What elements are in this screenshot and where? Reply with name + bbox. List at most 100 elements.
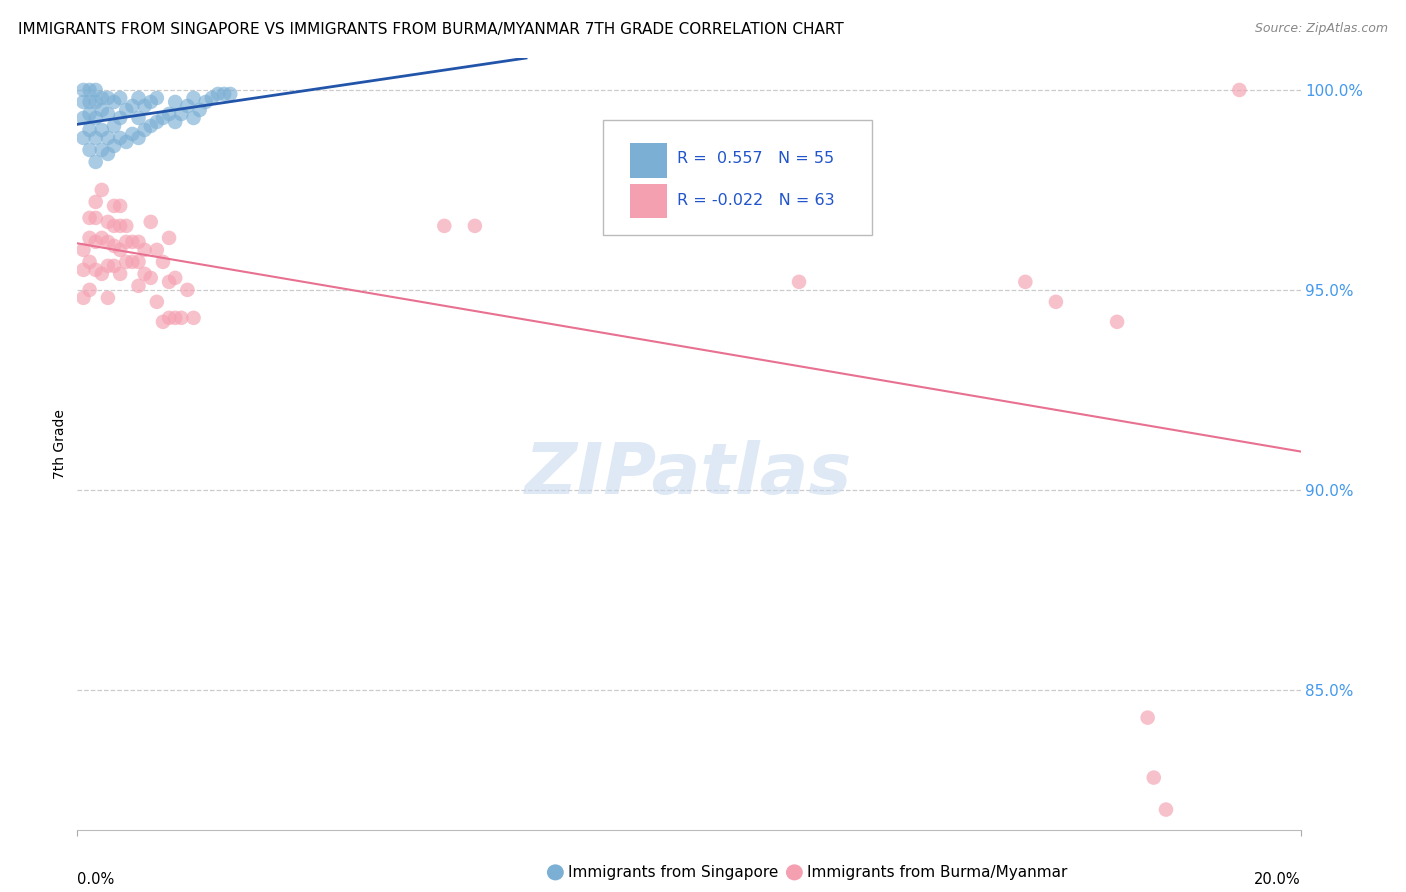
Point xyxy=(1136,711,1159,725)
FancyBboxPatch shape xyxy=(630,143,666,178)
Text: 0.0%: 0.0% xyxy=(77,872,114,887)
Point xyxy=(84,155,107,169)
Point xyxy=(115,103,138,117)
Point xyxy=(1229,83,1251,97)
Point xyxy=(1154,803,1177,817)
Y-axis label: 7th Grade: 7th Grade xyxy=(53,409,67,479)
Point xyxy=(165,95,187,109)
Text: Source: ZipAtlas.com: Source: ZipAtlas.com xyxy=(1254,22,1388,36)
Point xyxy=(1045,294,1067,309)
Point xyxy=(97,215,120,229)
Point xyxy=(97,91,120,105)
Point xyxy=(97,131,120,145)
Point xyxy=(79,107,101,121)
Point xyxy=(103,259,125,273)
Point xyxy=(146,115,169,129)
Point xyxy=(787,275,810,289)
FancyBboxPatch shape xyxy=(630,184,666,219)
Point xyxy=(1107,315,1129,329)
Point xyxy=(212,87,235,101)
Point xyxy=(108,219,131,233)
Point xyxy=(115,219,138,233)
Point xyxy=(134,123,156,137)
Point xyxy=(108,243,131,257)
Point xyxy=(72,263,94,277)
Point xyxy=(84,131,107,145)
Point xyxy=(121,255,143,269)
Point xyxy=(72,243,94,257)
Point xyxy=(157,275,180,289)
Point xyxy=(127,131,149,145)
Point xyxy=(188,103,211,117)
Point xyxy=(90,231,112,245)
Point xyxy=(84,95,107,109)
Point xyxy=(176,99,198,113)
Point xyxy=(108,199,131,213)
Point xyxy=(139,215,162,229)
Point xyxy=(165,310,187,325)
Point xyxy=(134,267,156,281)
Point xyxy=(157,231,180,245)
Point xyxy=(157,310,180,325)
Point xyxy=(97,235,120,249)
Point xyxy=(84,211,107,225)
Point xyxy=(170,310,193,325)
Point xyxy=(84,235,107,249)
Point xyxy=(97,259,120,273)
Point xyxy=(90,91,112,105)
Point xyxy=(72,291,94,305)
Point xyxy=(139,271,162,285)
Point xyxy=(207,87,229,101)
Point xyxy=(201,91,224,105)
Point xyxy=(219,87,242,101)
Point xyxy=(127,255,149,269)
Point xyxy=(72,83,94,97)
Point xyxy=(79,283,101,297)
Point xyxy=(152,255,174,269)
Point xyxy=(121,127,143,141)
Point xyxy=(678,194,700,209)
Point xyxy=(84,111,107,125)
Point xyxy=(139,95,162,109)
Point xyxy=(1143,771,1166,785)
Point xyxy=(79,123,101,137)
Point xyxy=(79,95,101,109)
Point xyxy=(115,135,138,149)
Point xyxy=(84,263,107,277)
Text: Immigrants from Singapore: Immigrants from Singapore xyxy=(568,865,779,880)
Point xyxy=(127,91,149,105)
Text: IMMIGRANTS FROM SINGAPORE VS IMMIGRANTS FROM BURMA/MYANMAR 7TH GRADE CORRELATION: IMMIGRANTS FROM SINGAPORE VS IMMIGRANTS … xyxy=(18,22,844,37)
Point xyxy=(152,111,174,125)
Point xyxy=(170,107,193,121)
Point xyxy=(84,83,107,97)
Point xyxy=(152,315,174,329)
Point xyxy=(740,207,762,221)
Point xyxy=(769,219,792,233)
Text: Immigrants from Burma/Myanmar: Immigrants from Burma/Myanmar xyxy=(807,865,1067,880)
Point xyxy=(146,294,169,309)
Point xyxy=(134,243,156,257)
Point xyxy=(90,123,112,137)
Point xyxy=(90,103,112,117)
Point xyxy=(115,235,138,249)
Point xyxy=(79,255,101,269)
Point xyxy=(72,95,94,109)
Point xyxy=(194,95,217,109)
Point xyxy=(79,143,101,157)
Point xyxy=(139,119,162,133)
Point xyxy=(146,91,169,105)
Point xyxy=(1014,275,1036,289)
Point xyxy=(108,91,131,105)
Point xyxy=(165,115,187,129)
Text: 20.0%: 20.0% xyxy=(1254,872,1301,887)
Point xyxy=(157,107,180,121)
Point xyxy=(183,310,205,325)
Point xyxy=(433,219,456,233)
Point xyxy=(108,267,131,281)
Point xyxy=(127,235,149,249)
Point xyxy=(97,107,120,121)
Point xyxy=(90,267,112,281)
Point xyxy=(79,83,101,97)
Point xyxy=(103,139,125,153)
Point xyxy=(115,255,138,269)
